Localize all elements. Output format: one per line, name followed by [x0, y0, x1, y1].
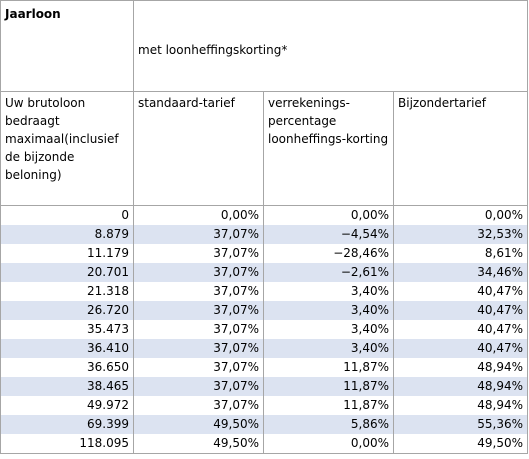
cell: 118.095	[0, 434, 134, 454]
cell: 11.179	[0, 244, 134, 263]
cell: 26.720	[0, 301, 134, 320]
cell: 11,87%	[263, 377, 394, 396]
data-row: 20.701 37,07% −2,61% 34,46%	[0, 263, 528, 282]
data-row: 8.879 37,07% −4,54% 32,53%	[0, 225, 528, 244]
cell: 48,94%	[393, 358, 528, 377]
cell: 40,47%	[393, 320, 528, 339]
column-header: verrekenings-percentage loonheffings-kor…	[263, 91, 394, 206]
cell: 37,07%	[133, 225, 264, 244]
cell: 49.972	[0, 396, 134, 415]
cell: 49,50%	[393, 434, 528, 454]
cell: 48,94%	[393, 396, 528, 415]
cell: 34,46%	[393, 263, 528, 282]
cell: 36.650	[0, 358, 134, 377]
cell: 37,07%	[133, 339, 264, 358]
cell: 37,07%	[133, 358, 264, 377]
data-row: 36.650 37,07% 11,87% 48,94%	[0, 358, 528, 377]
cell: 8.879	[0, 225, 134, 244]
cell: 8,61%	[393, 244, 528, 263]
group-header: met loonheffingskorting*	[133, 0, 528, 92]
cell: 0,00%	[263, 434, 394, 454]
cell: 38.465	[0, 377, 134, 396]
cell: 48,94%	[393, 377, 528, 396]
cell: 0,00%	[133, 205, 264, 225]
cell: 37,07%	[133, 377, 264, 396]
cell: 49,50%	[133, 415, 264, 434]
cell: 37,07%	[133, 320, 264, 339]
cell: 55,36%	[393, 415, 528, 434]
cell: 3,40%	[263, 320, 394, 339]
data-row: 69.399 49,50% 5,86% 55,36%	[0, 415, 528, 434]
cell: 20.701	[0, 263, 134, 282]
cell: 37,07%	[133, 301, 264, 320]
column-header: Uw brutoloon bedraagt maximaal(inclusief…	[0, 91, 134, 206]
data-row: 36.410 37,07% 3,40% 40,47%	[0, 339, 528, 358]
cell: 0,00%	[263, 205, 394, 225]
cell: 40,47%	[393, 282, 528, 301]
data-row: 38.465 37,07% 11,87% 48,94%	[0, 377, 528, 396]
cell: 36.410	[0, 339, 134, 358]
cell: −4,54%	[263, 225, 394, 244]
data-row: 0 0,00% 0,00% 0,00%	[0, 205, 528, 225]
column-header: Bijzondertarief	[393, 91, 528, 206]
cell: −2,61%	[263, 263, 394, 282]
header-row: Jaarloon met loonheffingskorting*	[0, 0, 528, 92]
cell: 3,40%	[263, 339, 394, 358]
cell: 11,87%	[263, 358, 394, 377]
cell: 37,07%	[133, 396, 264, 415]
data-row: 35.473 37,07% 3,40% 40,47%	[0, 320, 528, 339]
column-header: standaard-tarief	[133, 91, 264, 206]
cell: 32,53%	[393, 225, 528, 244]
cell: 37,07%	[133, 282, 264, 301]
data-row: 11.179 37,07% −28,46% 8,61%	[0, 244, 528, 263]
cell: 3,40%	[263, 282, 394, 301]
cell: 49,50%	[133, 434, 264, 454]
table-title: Jaarloon	[0, 0, 134, 92]
column-header-row: Uw brutoloon bedraagt maximaal(inclusief…	[0, 91, 528, 206]
data-row: 118.095 49,50% 0,00% 49,50%	[0, 434, 528, 454]
cell: 37,07%	[133, 263, 264, 282]
cell: 5,86%	[263, 415, 394, 434]
cell: 0,00%	[393, 205, 528, 225]
cell: −28,46%	[263, 244, 394, 263]
cell: 11,87%	[263, 396, 394, 415]
cell: 40,47%	[393, 339, 528, 358]
cell: 40,47%	[393, 301, 528, 320]
cell: 35.473	[0, 320, 134, 339]
data-row: 21.318 37,07% 3,40% 40,47%	[0, 282, 528, 301]
cell: 69.399	[0, 415, 134, 434]
cell: 37,07%	[133, 244, 264, 263]
cell: 3,40%	[263, 301, 394, 320]
cell: 21.318	[0, 282, 134, 301]
data-row: 49.972 37,07% 11,87% 48,94%	[0, 396, 528, 415]
cell: 0	[0, 205, 134, 225]
data-row: 26.720 37,07% 3,40% 40,47%	[0, 301, 528, 320]
